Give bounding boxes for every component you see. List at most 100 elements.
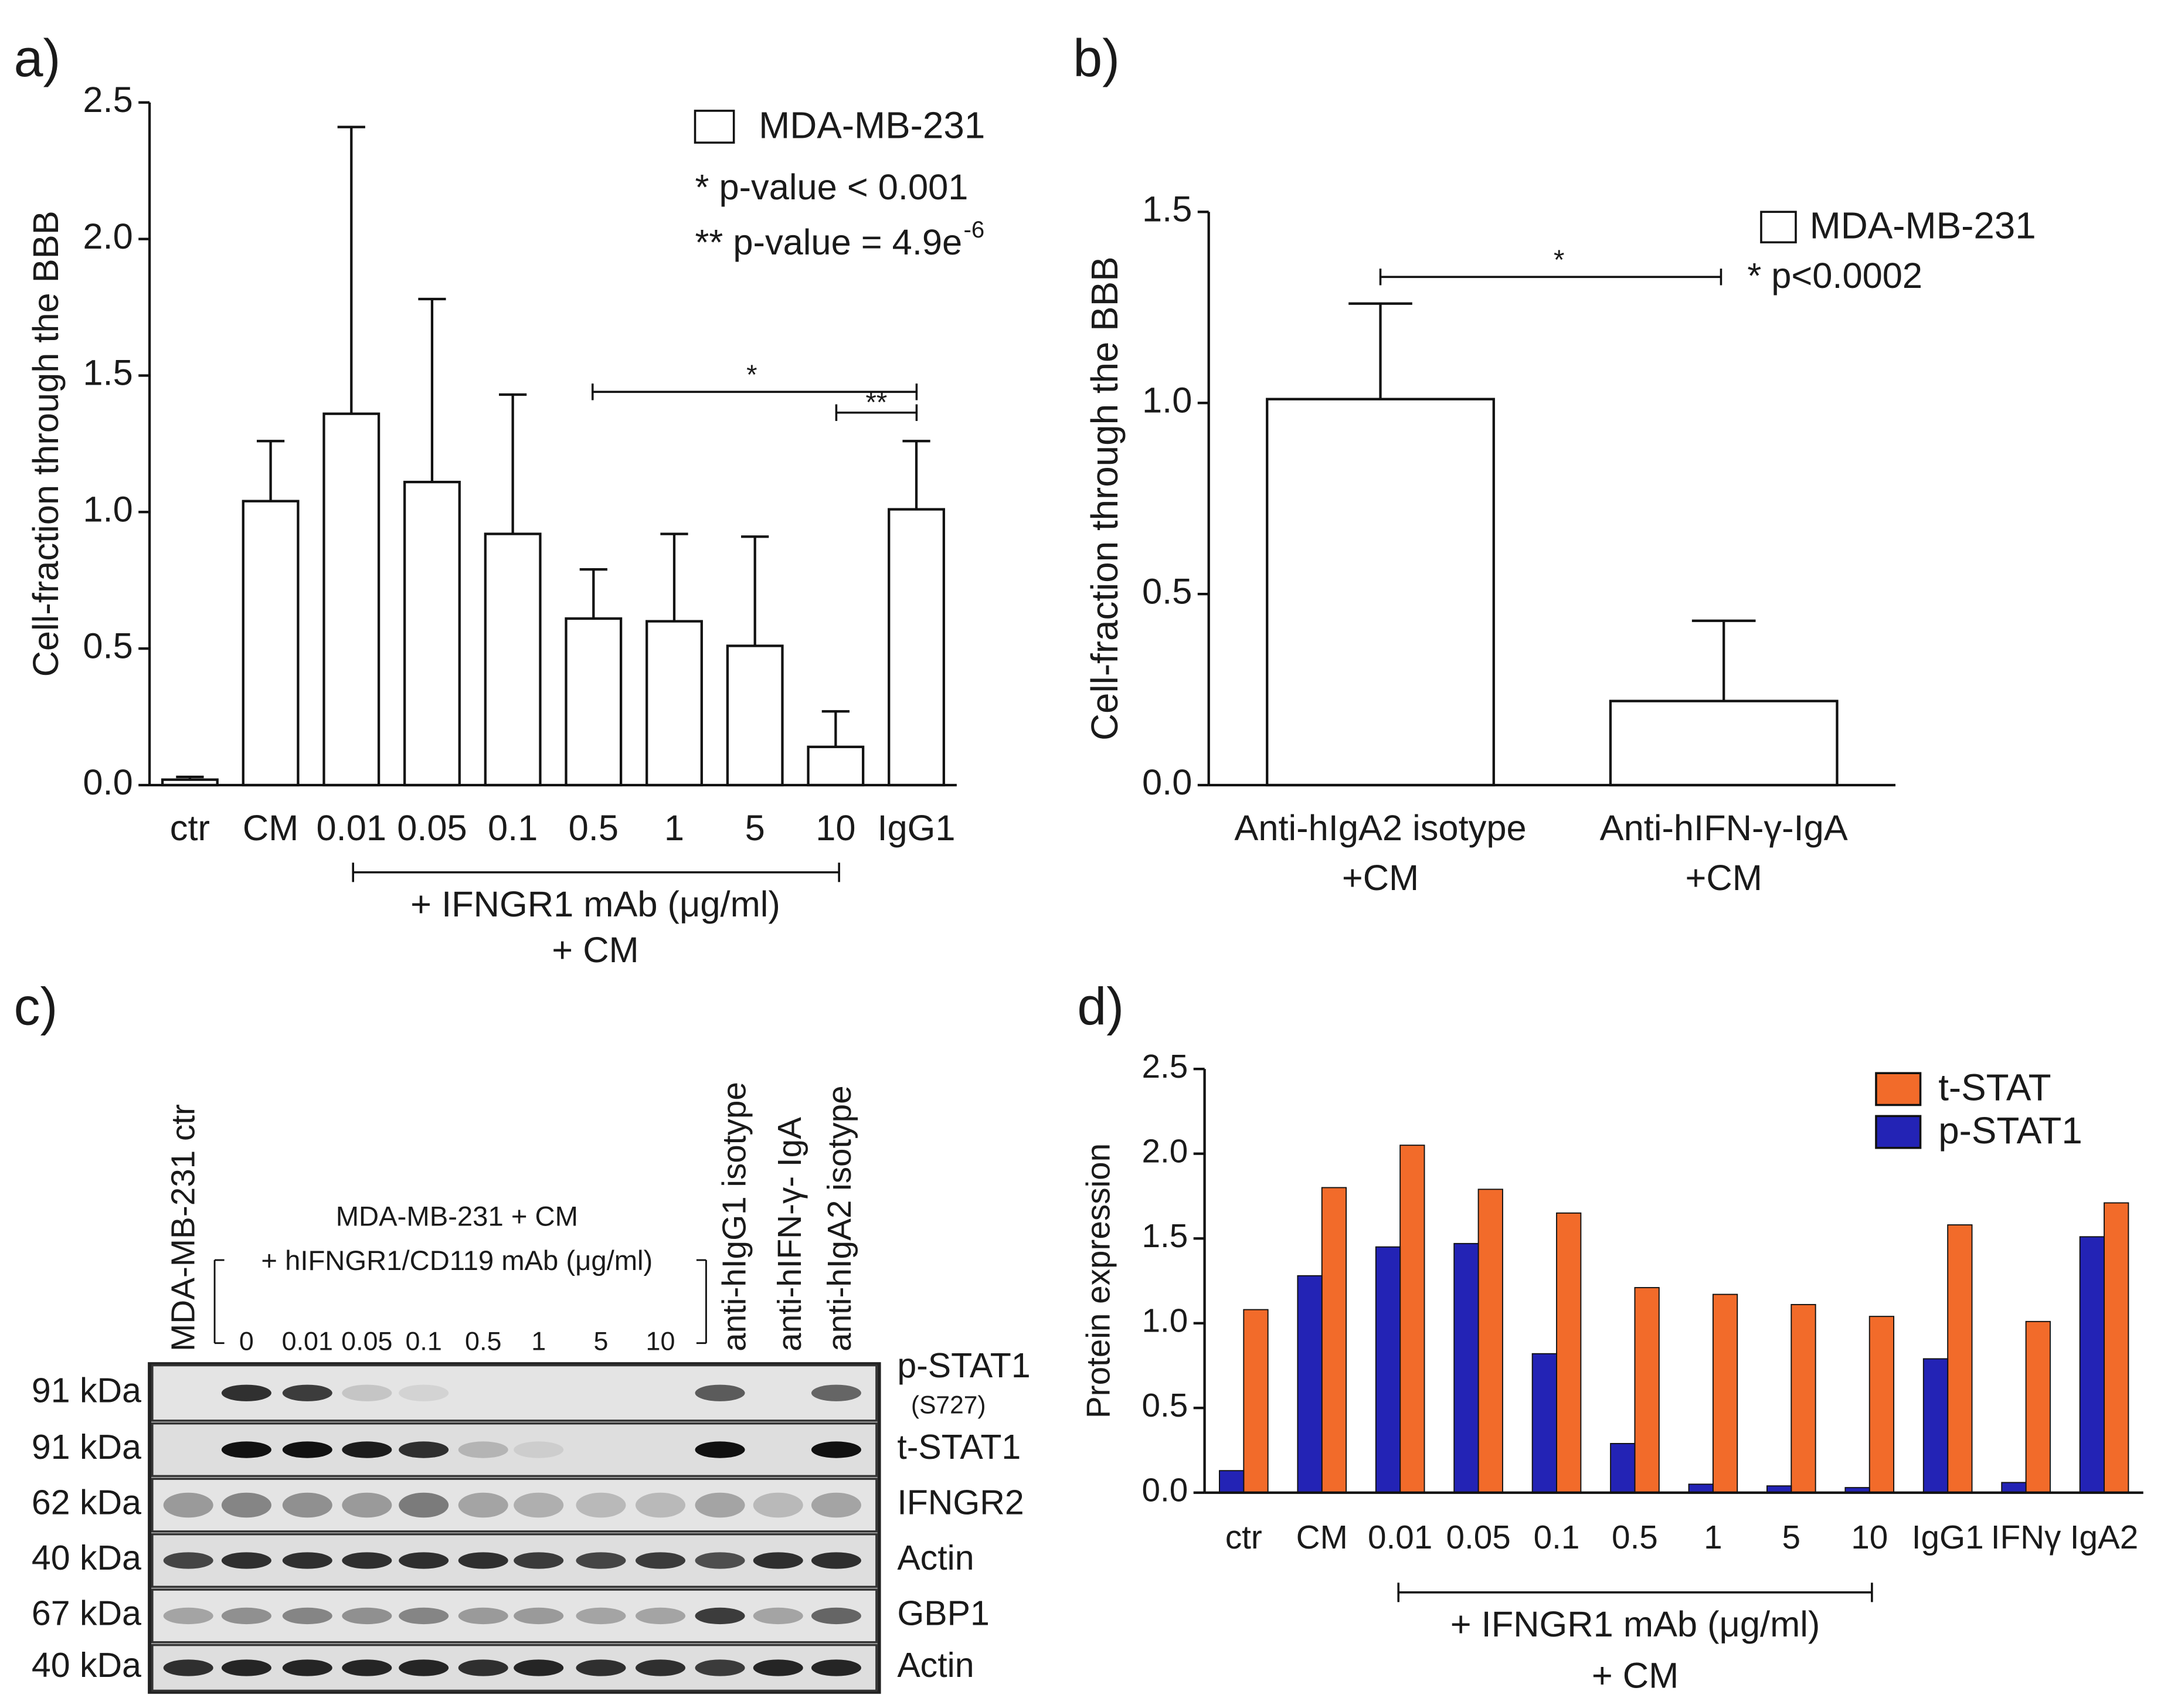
blot-band (163, 1492, 213, 1518)
legend-label: MDA-MB-231 (759, 104, 985, 146)
bar (2025, 1320, 2051, 1493)
x-tick-sublabel: +CM (1342, 858, 1419, 898)
group-label: + CM (1592, 1655, 1679, 1696)
y-axis-label: Cell-fraction through the BBB (1083, 256, 1126, 741)
bar (1922, 1358, 1949, 1493)
y-tick-label: 0.0 (1142, 762, 1192, 803)
bar (1634, 1287, 1660, 1493)
bar (484, 532, 542, 787)
blot-band (163, 1659, 213, 1676)
x-tick-label: CM (1296, 1519, 1348, 1556)
x-tick-label: IgA2 (2070, 1519, 2139, 1556)
size-label: 40 kDa (32, 1539, 141, 1577)
bar (1791, 1303, 1816, 1493)
bar (888, 508, 945, 787)
blot-band (811, 1384, 861, 1401)
legend-label: MDA-MB-231 (1810, 205, 2036, 247)
blot-band (282, 1552, 332, 1569)
blot-band (811, 1659, 861, 1676)
bar (403, 480, 461, 787)
bar (1219, 1470, 1245, 1493)
size-label: 91 kDa (32, 1428, 141, 1466)
lane-label: anti-hIgG1 isotype (716, 1082, 753, 1352)
size-label: 62 kDa (32, 1483, 141, 1522)
panel-label: b) (1073, 29, 1120, 88)
blot-band (342, 1492, 392, 1518)
blot-band (342, 1607, 392, 1625)
lane-dose: 0.05 (341, 1326, 392, 1356)
blot-band (576, 1492, 626, 1518)
blot-band (695, 1659, 745, 1676)
blot-band (753, 1659, 803, 1676)
blot-band (514, 1552, 564, 1569)
blot-band (399, 1659, 449, 1676)
blot-band (342, 1552, 392, 1569)
lane-label: MDA-MB-231 ctr (165, 1104, 202, 1352)
group-label: + IFNGR1 mAb (μg/ml) (410, 884, 780, 925)
group-title: MDA-MB-231 + CM (336, 1201, 578, 1232)
blot-band (514, 1441, 564, 1458)
lane-label: anti-hIFN-γ- IgA (772, 1117, 808, 1352)
bar (645, 620, 703, 787)
blot-band (342, 1441, 392, 1458)
x-tick-label: IFNγ (1991, 1519, 2061, 1556)
blot-band (221, 1492, 271, 1518)
blot-band (282, 1607, 332, 1625)
bar (1556, 1212, 1582, 1493)
x-tick-label: 10 (816, 808, 855, 848)
y-tick-label: 2.0 (1141, 1133, 1188, 1170)
blot-band (635, 1659, 686, 1676)
legend-swatch (1760, 210, 1797, 244)
blot-band (811, 1441, 861, 1458)
legend-label: p-STAT1 (1938, 1109, 2082, 1152)
blot-band (342, 1384, 392, 1401)
bar (1399, 1145, 1425, 1493)
blot-band (221, 1441, 271, 1458)
blot-band (399, 1552, 449, 1569)
blot-band (514, 1607, 564, 1625)
blot-band (811, 1607, 861, 1625)
y-tick-label: 0.5 (1142, 571, 1192, 612)
x-tick-label: 1 (664, 808, 684, 848)
legend-swatch (1875, 1115, 1922, 1149)
x-tick-sublabel: +CM (1686, 858, 1762, 898)
bar (1321, 1187, 1347, 1493)
annotation: ** p-value = 4.9e (695, 222, 963, 263)
bar (1688, 1483, 1714, 1493)
y-tick-label: 2.5 (1141, 1048, 1188, 1085)
bar (2001, 1482, 2027, 1493)
legend-swatch (694, 110, 735, 144)
protein-label: Actin (897, 1646, 974, 1685)
size-label: 67 kDa (32, 1594, 141, 1633)
x-tick-label: CM (243, 808, 298, 848)
group-subtitle: + hIFNGR1/CD119 mAb (μg/ml) (261, 1245, 653, 1276)
blot-band (399, 1441, 449, 1458)
blot-band (514, 1492, 564, 1518)
bar (1297, 1275, 1323, 1493)
bar (1266, 398, 1495, 787)
x-tick-label: 0.05 (1446, 1519, 1510, 1556)
blot-band (695, 1441, 745, 1458)
lane-dose: 1 (531, 1326, 546, 1356)
y-tick-label: 1.0 (83, 490, 132, 530)
blot-band (458, 1607, 508, 1625)
bar (1610, 1443, 1636, 1493)
lane-label: anti-hIgA2 isotype (821, 1085, 858, 1352)
x-tick-label: Anti-hIgA2 isotype (1234, 808, 1526, 848)
y-tick-label: 2.5 (83, 80, 132, 120)
blot-strip (151, 1478, 878, 1533)
blot-band (695, 1552, 745, 1569)
bar (1868, 1316, 1895, 1493)
blot-band (399, 1492, 449, 1518)
bar (726, 644, 784, 787)
blot-band (458, 1659, 508, 1676)
blot-band (221, 1384, 271, 1401)
blot-band (282, 1659, 332, 1676)
x-tick-label: 0.5 (1612, 1519, 1658, 1556)
annotation: * p-value < 0.001 (695, 167, 969, 208)
y-tick-label: 1.0 (1141, 1303, 1188, 1340)
blot-band (342, 1659, 392, 1676)
blot-band (753, 1492, 803, 1518)
